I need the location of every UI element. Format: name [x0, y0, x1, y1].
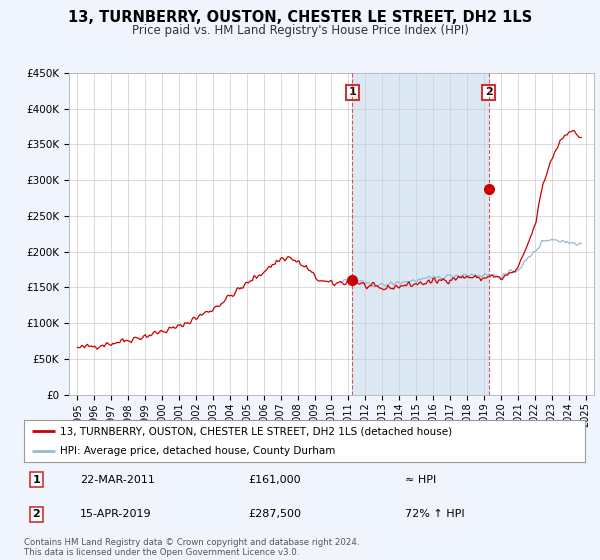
Bar — [352, 73, 489, 395]
Text: £287,500: £287,500 — [248, 510, 301, 519]
Text: Price paid vs. HM Land Registry's House Price Index (HPI): Price paid vs. HM Land Registry's House … — [131, 24, 469, 37]
Text: 15-APR-2019: 15-APR-2019 — [80, 510, 152, 519]
Text: Contains HM Land Registry data © Crown copyright and database right 2024.
This d: Contains HM Land Registry data © Crown c… — [24, 538, 359, 557]
Text: 13, TURNBERRY, OUSTON, CHESTER LE STREET, DH2 1LS: 13, TURNBERRY, OUSTON, CHESTER LE STREET… — [68, 10, 532, 25]
Text: ≈ HPI: ≈ HPI — [406, 475, 437, 484]
Text: 1: 1 — [32, 475, 40, 484]
Text: 1: 1 — [348, 87, 356, 97]
Text: 13, TURNBERRY, OUSTON, CHESTER LE STREET, DH2 1LS (detached house): 13, TURNBERRY, OUSTON, CHESTER LE STREET… — [61, 426, 452, 436]
Text: 2: 2 — [32, 510, 40, 519]
Text: £161,000: £161,000 — [248, 475, 301, 484]
Text: 22-MAR-2011: 22-MAR-2011 — [80, 475, 155, 484]
Text: 72% ↑ HPI: 72% ↑ HPI — [406, 510, 465, 519]
Text: 2: 2 — [485, 87, 493, 97]
Text: HPI: Average price, detached house, County Durham: HPI: Average price, detached house, Coun… — [61, 446, 336, 456]
